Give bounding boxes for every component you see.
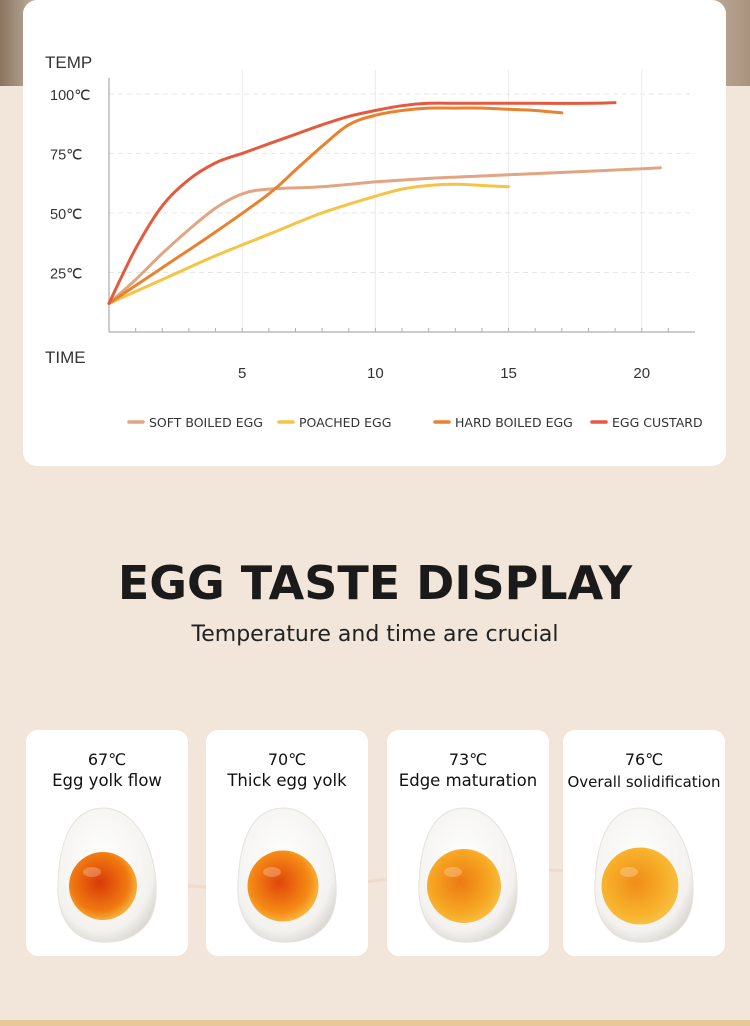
yolk-highlight xyxy=(444,867,462,877)
egg-card-4: 76℃ Overall solidification xyxy=(563,730,725,956)
connector-line xyxy=(120,868,640,891)
egg-description: Edge maturation xyxy=(398,771,538,790)
egg-image xyxy=(418,807,518,943)
egg-temp: 67℃ xyxy=(87,750,127,769)
egg-image xyxy=(594,807,694,943)
series-line-soft-boiled-egg xyxy=(107,166,662,305)
temperature-chart-card: TEMP TIME 100℃ 75℃ 50℃ 25℃ 5 10 15 20 SOFT BOILED … xyxy=(23,0,726,466)
series-line-hard-boiled-egg xyxy=(107,106,564,305)
series-line-poached-egg xyxy=(107,182,510,305)
series-line-egg-custard xyxy=(107,101,617,305)
egg-temp: 70℃ xyxy=(267,750,307,769)
egg-yolk xyxy=(601,847,679,925)
bottom-decor-strip xyxy=(0,1020,750,1026)
egg-image xyxy=(237,807,337,943)
y-axis-label: TEMP xyxy=(45,53,92,72)
egg-card-2: 70℃ Thick egg yolk xyxy=(206,730,368,956)
egg-temp: 73℃ xyxy=(448,750,488,769)
legend-label-hard-boiled-egg: HARD BOILED EGG xyxy=(455,415,573,430)
x-tick-label: 15 xyxy=(500,365,517,382)
egg-description: Overall solidification xyxy=(567,773,721,791)
y-tick-label: 25℃ xyxy=(50,266,82,282)
egg-yolk xyxy=(69,852,137,920)
x-tick-label: 5 xyxy=(238,365,246,382)
temperature-time-chart: TEMP TIME 100℃ 75℃ 50℃ 25℃ 5 10 15 20 SOFT BOILED … xyxy=(45,53,703,430)
section-subtitle: Temperature and time are crucial xyxy=(191,622,559,647)
yolk-highlight xyxy=(620,867,638,877)
y-tick-label: 50℃ xyxy=(50,207,82,223)
x-tick-label: 20 xyxy=(633,365,650,382)
egg-description: Egg yolk flow xyxy=(52,771,162,790)
legend-label-egg-custard: EGG CUSTARD xyxy=(612,415,703,430)
yolk-highlight xyxy=(83,867,101,877)
y-tick-label: 75℃ xyxy=(50,147,82,163)
egg-yolk xyxy=(427,849,501,923)
x-axis-label: TIME xyxy=(45,348,86,367)
legend-label-poached-egg: POACHED EGG xyxy=(299,415,391,430)
egg-description: Thick egg yolk xyxy=(227,771,347,790)
y-tick-label: 100℃ xyxy=(50,88,90,104)
egg-card-3: 73℃ Edge maturation xyxy=(387,730,549,956)
x-tick-label: 10 xyxy=(367,365,384,382)
egg-image xyxy=(57,807,157,943)
section-title: EGG TASTE DISPLAY xyxy=(117,556,633,610)
egg-yolk xyxy=(247,850,319,922)
yolk-highlight xyxy=(263,867,281,877)
egg-temp: 76℃ xyxy=(624,750,664,769)
egg-card-1: 67℃ Egg yolk flow xyxy=(26,730,188,956)
legend-label-soft-boiled-egg: SOFT BOILED EGG xyxy=(149,415,263,430)
